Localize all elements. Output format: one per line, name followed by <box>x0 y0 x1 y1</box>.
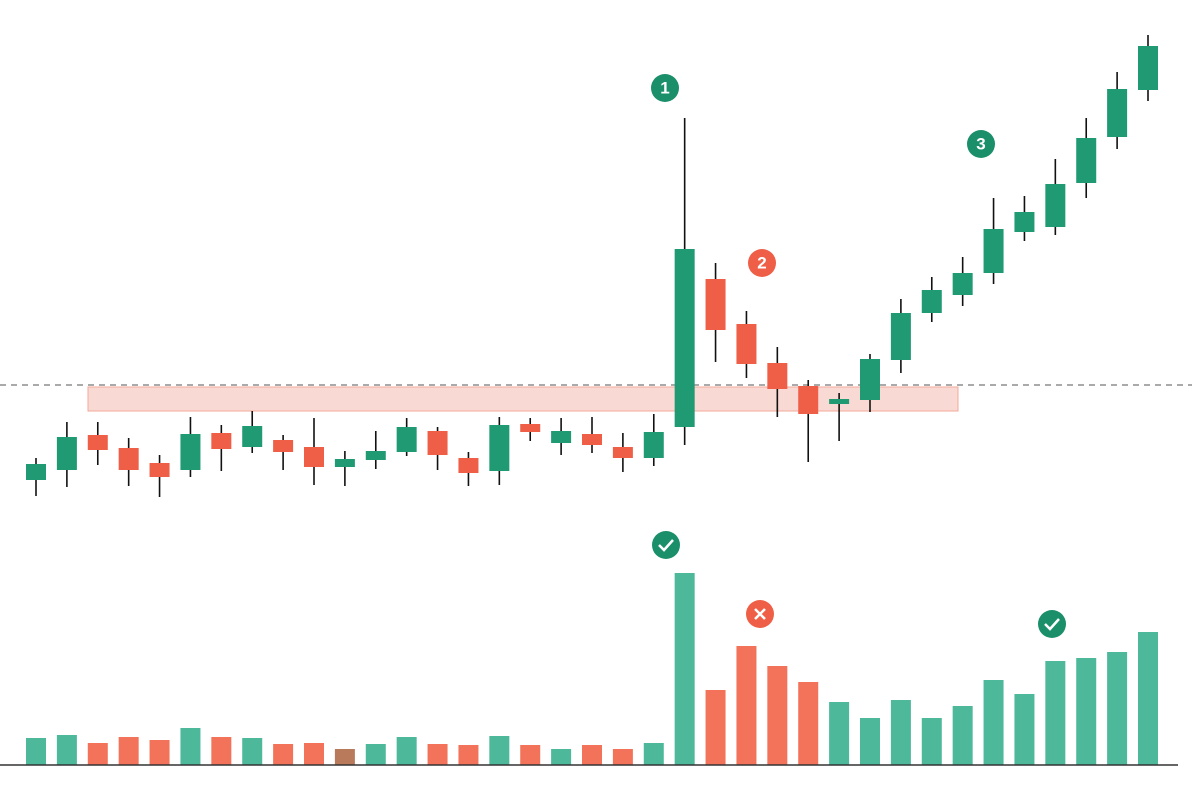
volume-bar <box>643 743 664 765</box>
annotation-badge <box>748 249 776 277</box>
candle-body <box>149 463 170 477</box>
zone <box>87 386 959 412</box>
volume-bar <box>582 745 602 765</box>
volume-bar <box>1014 694 1035 765</box>
volume-bar <box>736 646 757 765</box>
candle-body <box>427 431 448 455</box>
volume-bar <box>551 749 572 765</box>
candle-body <box>705 279 726 330</box>
candle-body <box>798 386 819 414</box>
annotation-label: 3 <box>976 135 985 154</box>
volume-bar <box>211 737 232 765</box>
volume-bar <box>1076 658 1097 765</box>
volume-bar <box>983 680 1004 765</box>
volume-bar <box>365 744 386 765</box>
candle-body <box>87 435 108 450</box>
annotation-label: 2 <box>757 254 766 273</box>
volume-bar <box>87 743 108 765</box>
candle-body <box>396 427 417 452</box>
volume-bar <box>427 744 448 765</box>
candle-body <box>983 229 1004 273</box>
candle-body <box>1045 184 1066 227</box>
check-icon <box>652 531 680 559</box>
candle-body <box>736 324 757 364</box>
candle-body <box>582 434 602 445</box>
candle-body <box>118 448 139 470</box>
candle-body <box>643 432 664 458</box>
candle-body <box>365 451 386 460</box>
annotation-badge <box>967 130 995 158</box>
volume-bar <box>612 749 633 765</box>
volume-bar <box>304 743 324 765</box>
candle-body <box>551 431 572 443</box>
volume-bar <box>921 718 942 765</box>
volume-bar <box>118 737 139 765</box>
candle-body <box>890 313 911 360</box>
volume-bar <box>952 706 973 765</box>
volume-bar <box>334 749 355 765</box>
candle-body <box>273 440 294 452</box>
candle-body <box>1014 212 1035 232</box>
candle-body <box>334 459 355 467</box>
candle-body <box>1076 138 1097 183</box>
candle-body <box>1138 46 1158 90</box>
volume-bar <box>180 728 201 765</box>
volume-bar <box>149 740 170 765</box>
volume-bar <box>489 736 510 765</box>
candle-body <box>520 424 541 432</box>
candle-body <box>829 399 850 404</box>
candle-body <box>612 447 633 458</box>
volume-bar <box>767 666 788 765</box>
volume-bar <box>860 718 880 765</box>
candle-body <box>304 447 324 467</box>
volume-bar <box>242 738 263 765</box>
volume-bar <box>1138 632 1158 765</box>
volume-bar <box>798 682 819 765</box>
annotation-label: 1 <box>660 79 669 98</box>
candle-body <box>952 273 973 295</box>
candle-body <box>674 249 695 427</box>
annotation-badge <box>651 74 679 102</box>
volume-bar <box>890 700 911 765</box>
check-icon <box>1038 610 1066 638</box>
volume-bar <box>674 573 695 765</box>
volume-bar <box>829 702 850 765</box>
volume-bar <box>1107 652 1128 765</box>
candle-body <box>211 433 232 449</box>
candle-body <box>56 437 77 470</box>
volume-bar <box>273 744 294 765</box>
volume-bar <box>458 745 479 765</box>
volume-bar <box>520 745 541 765</box>
candle-body <box>180 434 201 470</box>
volume-bar <box>1045 661 1066 765</box>
candle-body <box>26 464 46 480</box>
candle-body <box>860 359 880 400</box>
candle-body <box>489 425 510 471</box>
cross-icon <box>746 600 774 628</box>
candle-body <box>1107 89 1128 137</box>
volume-bar <box>705 690 726 765</box>
volume-bar <box>396 737 417 765</box>
candle-body <box>242 426 263 447</box>
candle-body <box>458 458 479 473</box>
candle-body <box>921 290 942 313</box>
volume-bar <box>26 738 46 765</box>
candle-body <box>767 363 788 389</box>
volume-bar <box>56 735 77 765</box>
